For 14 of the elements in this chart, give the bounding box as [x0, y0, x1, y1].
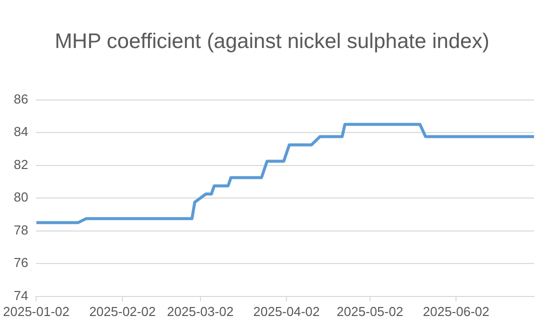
x-tick-label: 2025-06-02 [422, 304, 490, 319]
x-tick-label: 2025-04-02 [253, 304, 320, 319]
y-tick-label: 76 [14, 255, 28, 270]
y-tick-label: 82 [14, 156, 28, 172]
x-tick-label: 2025-05-02 [336, 304, 404, 319]
y-tick-label: 86 [14, 91, 28, 106]
x-tick-label: 2025-02-02 [89, 304, 156, 319]
y-tick-label: 80 [14, 190, 28, 205]
chart-title: MHP coefficient (against nickel sulphate index) [54, 29, 490, 55]
y-tick-label: 74 [14, 288, 28, 303]
y-tick-label: 78 [14, 222, 28, 238]
x-tick-label: 2025-01-02 [3, 304, 70, 319]
x-tick-label: 2025-03-02 [167, 304, 234, 319]
y-tick-label: 84 [14, 124, 28, 140]
